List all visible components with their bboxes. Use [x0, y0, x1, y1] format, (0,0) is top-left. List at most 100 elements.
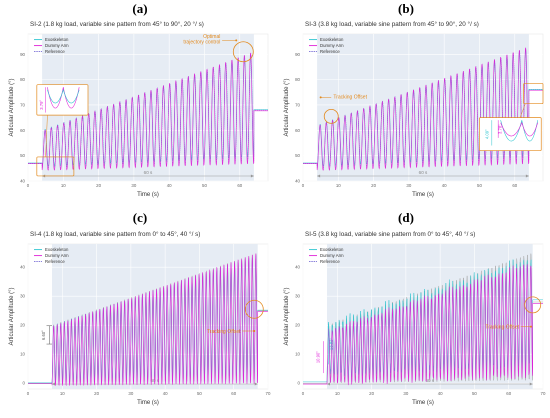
chart-si2: SI-2 (1.8 kg load, variable sine pattern…: [9, 20, 269, 198]
legend-entry: Dummy Arm: [320, 43, 344, 48]
x-tick-label: 60: [506, 391, 511, 396]
annotation-tracking-offset: Tracking Offset: [207, 329, 241, 335]
duration-arrow-left: [327, 382, 330, 386]
y-tick-label: 30: [295, 294, 300, 299]
x-tick-label: 70: [541, 391, 546, 396]
x-tick-label: 10: [335, 391, 340, 396]
y-tick-label: 20: [20, 323, 25, 328]
y-axis-label: Articular Amplitude (°): [9, 287, 15, 345]
series-dummy-arm-line: [303, 264, 543, 386]
x-axis-label: Time (s): [137, 400, 159, 406]
y-tick-label: 60: [20, 128, 25, 133]
duration-arrow-left: [52, 382, 55, 386]
y-tick-label: 40: [20, 265, 25, 270]
series-dummy-arm-line: [28, 253, 268, 387]
chart-title: SI-2 (1.8 kg load, variable sine pattern…: [30, 20, 204, 28]
zoom-dummy-trace: [47, 87, 80, 109]
y-tick-label: 20: [295, 323, 300, 328]
legend-entry: Dummy Arm: [45, 43, 69, 48]
annotation-circle: [232, 41, 254, 63]
x-tick-label: 40: [438, 391, 443, 396]
legend-entry: Exoskeleton: [320, 37, 344, 42]
panel-label-a: (a): [132, 1, 148, 16]
y-tick-label: 80: [20, 77, 25, 82]
x-tick-label: 20: [369, 391, 374, 396]
duration-label: 60 s: [144, 170, 153, 175]
series-dummy-arm-line: [28, 52, 268, 171]
legend-entry: Exoskeleton: [320, 247, 344, 252]
y-tick-label: 40: [295, 265, 300, 270]
y-axis-label: Articular Amplitude (°): [9, 78, 15, 136]
annotation-optimal-control: Optimal trajectory control: [183, 34, 220, 46]
y-tick-label: 50: [295, 153, 300, 158]
zoom-inset: [479, 117, 542, 151]
x-tick-label: 10: [61, 183, 66, 188]
x-tick-label: 10: [60, 391, 65, 396]
x-tick-label: 0: [302, 183, 305, 188]
x-tick-label: 40: [442, 183, 447, 188]
duration-arrow-right: [525, 174, 529, 178]
legend-entry: Reference: [45, 259, 65, 264]
x-tick-label: 50: [197, 391, 202, 396]
x-tick-label: 50: [472, 391, 477, 396]
chart-title: SI-4 (1.8 kg load, variable sine pattern…: [30, 230, 200, 238]
panel-label-b: (b): [398, 1, 414, 16]
legend-entry: Exoskeleton: [45, 247, 69, 252]
x-tick-label: 40: [167, 183, 172, 188]
zoom-source-box: [523, 83, 544, 105]
x-tick-label: 60: [237, 183, 242, 188]
legend-entry: Reference: [320, 259, 340, 264]
chart-title: SI-3 (3.8 kg load, variable sine pattern…: [305, 20, 479, 28]
x-axis-label: Time (s): [137, 192, 159, 198]
y-tick-label: 0: [298, 381, 301, 386]
chart-title: SI-5 (3.8 kg load, variable sine pattern…: [305, 230, 475, 238]
annotation-offset-value: 6.60°: [41, 330, 46, 340]
legend-entry: Reference: [45, 49, 65, 54]
y-axis-label: Articular Amplitude (°): [284, 287, 290, 345]
y-tick-label: 50: [20, 153, 25, 158]
x-tick-label: 60: [512, 183, 517, 188]
panel-label-c: (c): [132, 210, 148, 225]
legend-entry: Dummy Arm: [45, 253, 69, 258]
y-tick-label: 40: [20, 179, 25, 184]
y-axis-label: Articular Amplitude (°): [284, 78, 290, 136]
annotation-offset-value: 3.79°: [39, 100, 44, 110]
annotation-offset-dummy: 10.90°: [315, 351, 320, 363]
x-tick-label: 50: [477, 183, 482, 188]
x-tick-label: 20: [371, 183, 376, 188]
duration-arrow-right: [529, 382, 533, 386]
panel-label-d: (d): [398, 210, 414, 225]
y-tick-label: 60: [295, 128, 300, 133]
zoom-exo-trace: [47, 88, 80, 104]
legend-entry: Exoskeleton: [45, 37, 69, 42]
y-tick-label: 70: [20, 102, 25, 107]
zoom-dummy-trace: [500, 121, 538, 137]
y-tick-label: 90: [295, 52, 300, 57]
x-tick-label: 40: [163, 391, 168, 396]
annotation-circle: [323, 108, 339, 124]
y-tick-label: 10: [295, 352, 300, 357]
y-tick-label: 0: [23, 381, 26, 386]
zoom-exo-trace: [500, 120, 539, 142]
x-tick-label: 20: [96, 183, 101, 188]
y-tick-label: 40: [295, 179, 300, 184]
y-tick-label: 90: [20, 52, 25, 57]
x-tick-label: 10: [336, 183, 341, 188]
duration-arrow-right: [254, 382, 258, 386]
chart-si4: SI-4 (1.8 kg load, variable sine pattern…: [9, 230, 271, 406]
active-window-band: [317, 34, 529, 181]
duration-arrow-left: [317, 174, 321, 178]
duration-label: 60 s: [419, 170, 428, 175]
series-exoskeleton-line: [303, 259, 543, 383]
active-window-band: [327, 244, 533, 389]
y-tick-label: 30: [20, 294, 25, 299]
zoom-source-box: [36, 156, 75, 177]
zoom-inset: [36, 84, 89, 116]
zoom-connector: [45, 115, 48, 157]
y-tick-label: 10: [20, 352, 25, 357]
duration-label: 60 s: [426, 378, 435, 383]
x-axis-label: Time (s): [412, 192, 434, 198]
duration-arrow-right: [250, 174, 254, 178]
annotation-tracking-offset: Tracking Offset: [485, 325, 519, 331]
x-tick-label: 0: [302, 391, 305, 396]
